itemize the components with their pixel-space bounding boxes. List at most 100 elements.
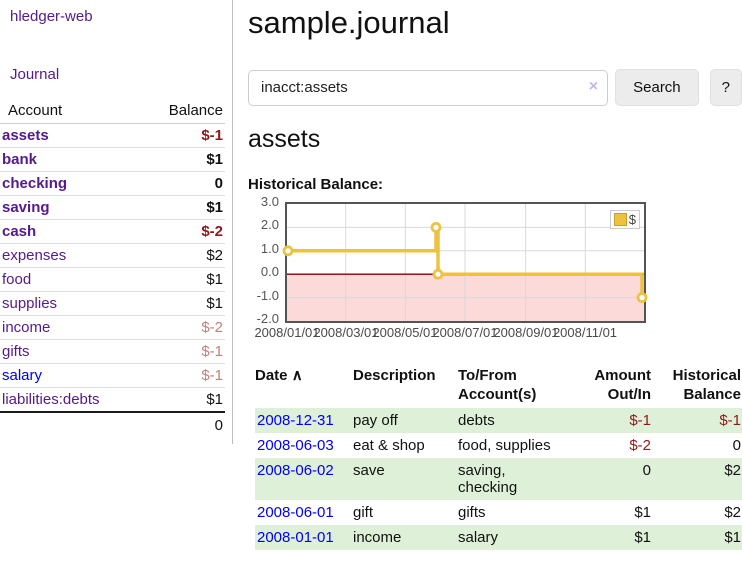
transaction-date-link[interactable]: 2008-06-02 [257,462,334,479]
account-balance: $-1 [201,127,223,144]
transaction-date-link[interactable]: 2008-06-01 [257,504,334,521]
transaction-accounts: food, supplies [458,437,551,454]
account-balance: $1 [143,147,225,172]
transaction-row: 2008-06-01 gift gifts $1 $2 [255,500,742,525]
account-row: bank $1 [0,147,225,172]
transaction-date-link[interactable]: 2008-12-31 [257,412,334,429]
search-button[interactable]: Search [615,69,699,106]
transaction-accounts: debts [458,412,495,429]
transaction-description: gift [353,504,374,521]
account-row: gifts $-1 [0,339,225,364]
transaction-accounts: gifts [458,504,486,521]
transaction-accounts: salary [458,529,499,546]
account-row: salary $-1 [0,363,225,388]
account-row: liabilities:debts $1 [0,387,225,412]
register-header-date[interactable]: Date ∧ [255,362,353,408]
account-link-income[interactable]: income [2,319,51,336]
chart-legend: $ [609,210,640,229]
accounts-total-row: 0 [0,411,225,438]
transaction-balance: $1 [724,529,741,546]
transaction-date-link[interactable]: 2008-06-03 [257,437,334,454]
account-link-checking[interactable]: checking [2,175,68,192]
transaction-description: eat & shop [353,437,425,454]
register-header-description: Description [353,367,436,384]
register-header-account: To/From Account(s) [458,362,558,408]
account-link-supplies[interactable]: supplies [2,295,58,312]
account-header-line2: Account(s) [458,386,537,403]
register-header-row: Date ∧ Description To/From Account(s) Am… [255,362,742,408]
account-link-salary[interactable]: salary [2,367,43,384]
register-header-amount: Amount Out/In [558,362,653,408]
amount-header-line2: Out/In [607,386,651,403]
x-tick-label: 2008/11/01 [552,325,618,340]
account-balance: $1 [143,267,225,292]
x-tick-label: 2008/01/01 [254,325,320,340]
account-row: income $-2 [0,315,225,340]
data-point-marker [432,268,444,280]
y-tick-label: 2.0 [260,217,279,232]
transaction-row: 2008-01-01 income salary $1 $1 [255,525,742,550]
chart-canvas [282,204,648,321]
data-point-marker [636,292,648,303]
y-tick-label: 3.0 [260,194,279,209]
legend-label: $ [628,212,636,227]
sidebar: hledger-web Journal Account Balance asse… [0,0,233,444]
transaction-row: 2008-06-02 save saving, checking 0 $2 [255,458,742,500]
account-link-food[interactable]: food [2,271,32,288]
transaction-balance: $2 [724,504,741,521]
sort-ascending-icon: ∧ [291,367,303,384]
accounts-header-balance: Balance [143,98,225,124]
transaction-balance: $-1 [719,412,741,429]
account-link-bank[interactable]: bank [2,151,38,168]
page-title: sample.journal [248,5,450,40]
account-row: assets $-1 [0,124,225,148]
account-link-expenses[interactable]: expenses [2,247,67,264]
account-balance: $1 [143,291,225,316]
transaction-row: 2008-06-03 eat & shop food, supplies $-2… [255,433,742,458]
account-balance: $1 [143,195,225,220]
x-tick-label: 2008/07/01 [432,325,498,340]
transaction-date-link[interactable]: 2008-01-01 [257,529,334,546]
sidebar-item-journal[interactable]: Journal [10,66,60,83]
transaction-amount: 0 [642,462,651,479]
x-tick-label: 2008/05/01 [372,325,438,340]
x-tick-label: 2008/03/01 [313,325,379,340]
account-balance: $-1 [143,363,225,388]
account-link-gifts[interactable]: gifts [2,343,30,360]
account-link-saving[interactable]: saving [2,199,50,216]
transaction-balance: $2 [724,462,741,479]
account-balance: $1 [143,387,225,412]
account-balance: 0 [143,171,225,196]
historical-balance-chart: 3.0 2.0 1.0 0.0 -1.0 -2.0 [248,194,648,342]
account-heading: assets [248,125,321,153]
accounts-header-account: Account [0,98,144,124]
transaction-amount: $1 [634,529,651,546]
account-link-assets[interactable]: assets [2,127,49,144]
y-tick-label: -1.0 [256,288,279,303]
legend-swatch-icon [613,213,627,226]
search-input-wrap: × [248,69,609,106]
clear-search-icon[interactable]: × [588,77,599,95]
transaction-balance: 0 [732,437,741,454]
account-link-liabilities-debts[interactable]: liabilities:debts [2,391,100,408]
transaction-description: pay off [353,412,398,429]
account-balance: $-1 [143,339,225,364]
account-row: expenses $2 [0,243,225,268]
search-form: × Search ? [248,69,742,106]
account-row: checking 0 [0,171,225,196]
y-tick-label: 0.0 [260,264,279,279]
data-point-marker [282,245,294,257]
help-button[interactable]: ? [709,69,742,106]
app-brand-link[interactable]: hledger-web [10,8,93,25]
account-link-cash[interactable]: cash [2,223,37,240]
account-row: saving $1 [0,195,225,220]
y-tick-label: -2.0 [256,311,279,326]
transaction-description: income [353,529,402,546]
transaction-description: save [353,462,385,479]
date-header-label: Date [255,367,288,384]
search-input[interactable] [248,69,609,106]
account-balance: $-2 [143,315,225,340]
account-balance: $2 [143,243,225,268]
transaction-row: 2008-12-31 pay off debts $-1 $-1 [255,408,742,433]
chart-plot-area: $ [282,202,648,323]
